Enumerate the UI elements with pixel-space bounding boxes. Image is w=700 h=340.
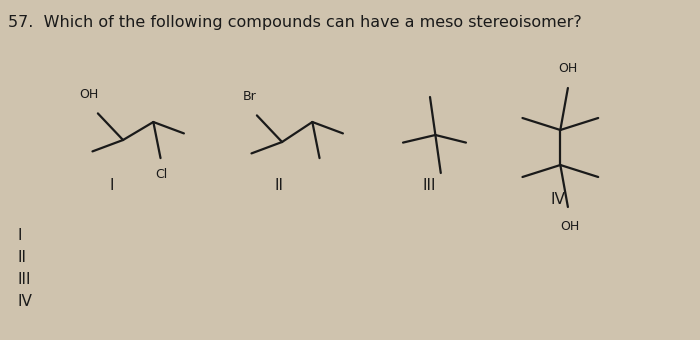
Text: II: II	[274, 177, 284, 192]
Text: IV: IV	[17, 293, 32, 308]
Text: I: I	[17, 227, 22, 242]
Text: OH: OH	[560, 220, 580, 233]
Text: Br: Br	[242, 90, 256, 103]
Text: Cl: Cl	[155, 168, 167, 181]
Text: OH: OH	[79, 88, 98, 101]
Text: IV: IV	[551, 192, 566, 207]
Text: II: II	[17, 250, 26, 265]
Text: III: III	[17, 272, 31, 287]
Text: 57.  Which of the following compounds can have a meso stereoisomer?: 57. Which of the following compounds can…	[8, 15, 581, 30]
Text: I: I	[109, 177, 114, 192]
Text: OH: OH	[559, 62, 578, 75]
Text: III: III	[422, 177, 435, 192]
